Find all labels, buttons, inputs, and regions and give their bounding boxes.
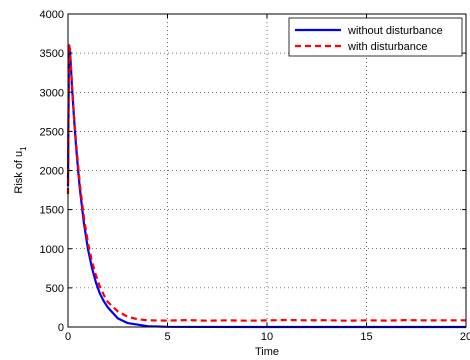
- y-tick-label: 3500: [40, 48, 64, 60]
- y-tick-label: 0: [58, 322, 64, 334]
- series-line-with-disturbance: [66, 43, 466, 322]
- y-tick-label: 3000: [40, 87, 64, 99]
- x-tick-label: 0: [65, 331, 71, 343]
- y-tick-label: 4000: [40, 9, 64, 21]
- y-tick-label: 2500: [40, 126, 64, 138]
- legend-box: [288, 17, 463, 57]
- legend-label-without-disturbance: without disturbance: [347, 25, 443, 37]
- legend: without disturbance with disturbance: [288, 17, 463, 57]
- x-axis-label: Time: [255, 346, 279, 358]
- x-tick-label: 20: [460, 331, 470, 343]
- y-tick-label: 1500: [40, 205, 64, 217]
- x-tick-label: 15: [360, 331, 372, 343]
- x-tick-label: 5: [164, 331, 170, 343]
- y-axis-label-main: Risk of u: [13, 151, 25, 194]
- y-tick-label: 1000: [40, 244, 64, 256]
- x-tick-label: 10: [261, 331, 273, 343]
- legend-label-with-disturbance: with disturbance: [347, 41, 428, 53]
- y-tick-label: 2000: [40, 166, 64, 178]
- y-axis-label: Risk of u1: [13, 146, 28, 194]
- y-tick-label: 500: [46, 283, 64, 295]
- y-axis-label-subscript: 1: [19, 146, 28, 151]
- axis-ticks: 0 5 10 15 20 0 500 1000 1500 2000 2500 3000 3500 4000: [40, 9, 470, 343]
- grid-lines: [68, 14, 466, 327]
